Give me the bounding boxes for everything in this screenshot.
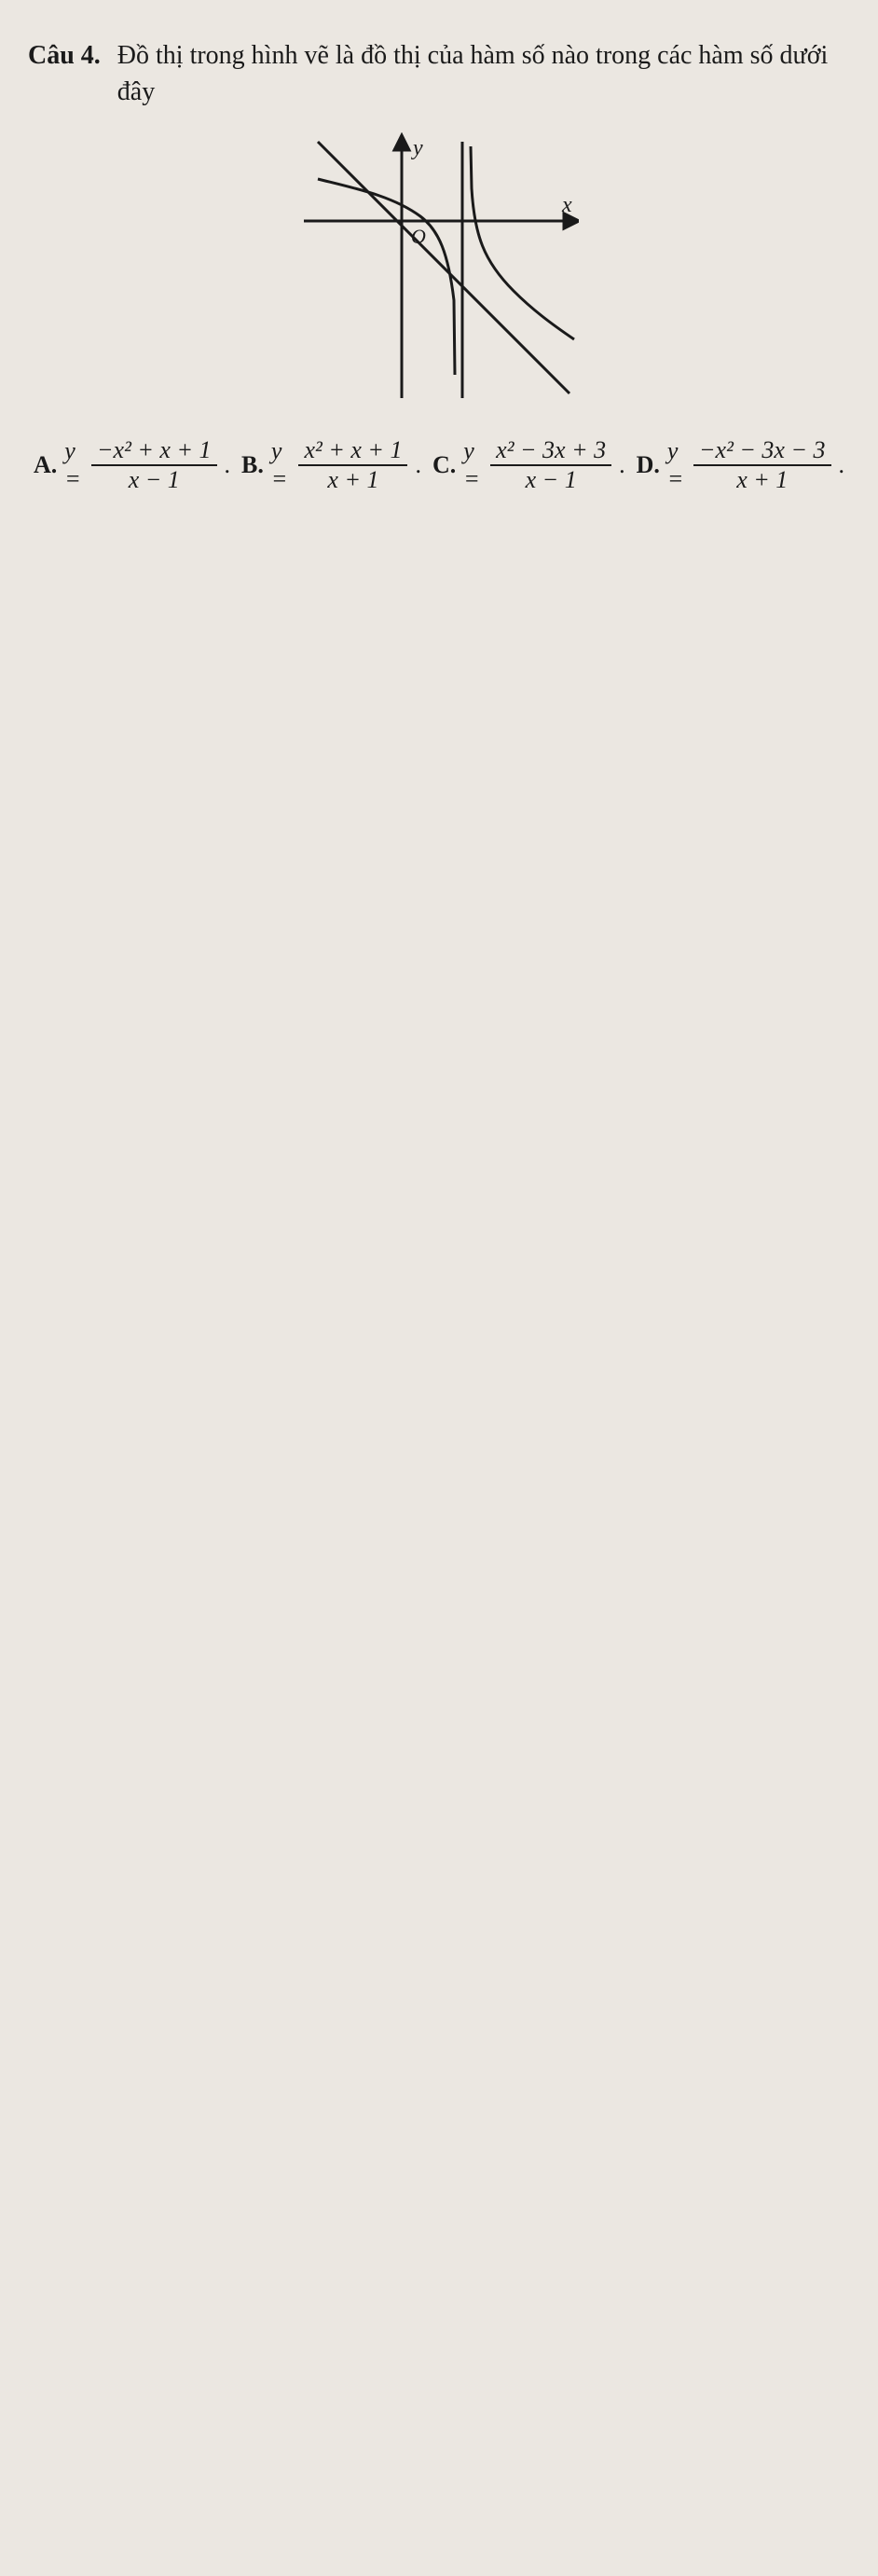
option-a-fraction: −x² + x + 1 x − 1	[91, 436, 217, 494]
option-d-fraction: −x² − 3x − 3 x + 1	[693, 436, 831, 494]
option-b-numerator: x² + x + 1	[298, 436, 407, 466]
option-d-label: D.	[637, 451, 660, 479]
option-d-equation: y = −x² − 3x − 3 x + 1 .	[667, 436, 844, 494]
option-d-lhs: y =	[667, 437, 690, 493]
question-text: Đồ thị trong hình vẽ là đồ thị của hàm s…	[117, 37, 850, 110]
period: .	[415, 451, 421, 479]
x-axis-label: x	[561, 193, 572, 217]
option-d: D. y = −x² − 3x − 3 x + 1 .	[637, 436, 844, 494]
option-c-equation: y = x² − 3x + 3 x − 1 .	[463, 436, 624, 494]
question-row: Câu 4. Đồ thị trong hình vẽ là đồ thị củ…	[28, 37, 850, 110]
option-c-label: C.	[432, 451, 456, 479]
option-c-fraction: x² − 3x + 3 x − 1	[490, 436, 611, 494]
period: .	[225, 451, 231, 479]
origin-label: O	[411, 225, 426, 248]
period: .	[619, 451, 625, 479]
option-d-numerator: −x² − 3x − 3	[693, 436, 831, 466]
option-d-denominator: x + 1	[731, 466, 793, 494]
option-a-label: A.	[34, 451, 57, 479]
period: .	[839, 451, 845, 479]
option-c-denominator: x − 1	[520, 466, 583, 494]
option-a: A. y = −x² + x + 1 x − 1 .	[34, 436, 230, 494]
option-b-lhs: y =	[271, 437, 295, 493]
y-axis-label: y	[411, 136, 423, 160]
option-a-denominator: x − 1	[123, 466, 185, 494]
option-c-numerator: x² − 3x + 3	[490, 436, 611, 466]
option-a-numerator: −x² + x + 1	[91, 436, 217, 466]
option-b: B. y = x² + x + 1 x + 1 .	[241, 436, 421, 494]
option-a-lhs: y =	[64, 437, 88, 493]
option-a-equation: y = −x² + x + 1 x − 1 .	[64, 436, 230, 494]
option-b-label: B.	[241, 451, 264, 479]
option-b-equation: y = x² + x + 1 x + 1 .	[271, 436, 421, 494]
function-graph: y x O	[299, 132, 579, 403]
question-label: Câu 4.	[28, 41, 101, 71]
option-b-fraction: x² + x + 1 x + 1	[298, 436, 407, 494]
option-b-denominator: x + 1	[322, 466, 384, 494]
option-c-lhs: y =	[463, 437, 487, 493]
option-c: C. y = x² − 3x + 3 x − 1 .	[432, 436, 625, 494]
options-row: A. y = −x² + x + 1 x − 1 . B. y = x² + x…	[28, 436, 850, 494]
graph-container: y x O	[28, 132, 850, 403]
oblique-asymptote	[318, 142, 569, 393]
